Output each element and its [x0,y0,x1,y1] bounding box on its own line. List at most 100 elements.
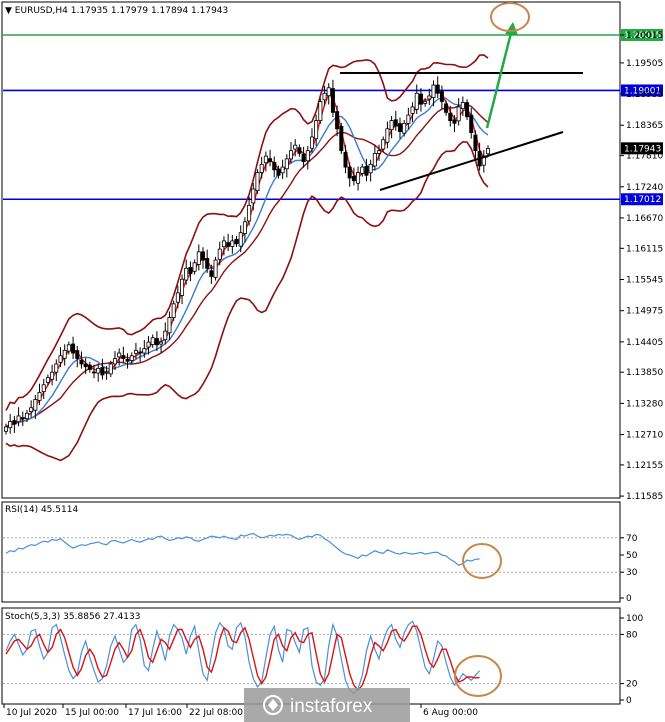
y-tick-label-4: 1.17810 [626,152,663,162]
candle-body [62,349,67,359]
candle-body [41,384,46,393]
candle-body [414,92,419,110]
y-tick-label-3: 1.18365 [626,121,663,131]
y-tick-label-8: 1.15545 [626,275,663,285]
candle-body [138,351,143,354]
candle-body [364,165,369,176]
candle-body [112,358,117,365]
candle-body [33,399,38,411]
candle-body [427,95,432,100]
candle-body [167,317,172,334]
rsi-line [5,532,480,566]
candle-body [435,84,440,94]
candle-body [4,426,9,432]
stoch-tick-label-0: 100 [626,614,643,624]
watermark-text: instaforex [290,696,373,717]
level-tag-label-0: 1.20015 [624,31,661,41]
candle-body [133,349,138,354]
candle-body [242,221,247,234]
candle-body [326,87,331,97]
candle-body [200,251,205,261]
candle-body [159,341,164,345]
candle-body [163,330,168,341]
candle-body [410,106,415,114]
price-panel-frame [1,1,621,499]
symbol-name: EURUSD,H4 [15,6,68,16]
y-tick-label-2: 1.18935 [626,90,663,100]
candle-body [322,92,327,101]
y-tick-label-11: 1.13850 [626,368,663,378]
candle-body [121,355,126,359]
candle-body [330,88,335,113]
candle-body [100,367,105,376]
y-tick-label-0: 1.20015 [626,31,663,41]
candle-body [108,363,113,375]
candle-body [452,119,457,124]
rsi-highlight-circle [462,543,502,579]
candle-body [377,150,382,154]
candle-body [45,377,50,383]
instaforex-logo-icon [263,695,283,715]
bollinger-lower-band [5,140,489,462]
symbol-header: ▼ EURUSD,H4 1.17935 1.17979 1.17894 1.17… [5,6,228,16]
candle-body [251,188,256,204]
y-tick-label-10: 1.14405 [626,338,663,348]
candle-body [188,267,193,275]
rsi-tick-label-3: 0 [626,594,632,604]
candle-body [439,91,444,102]
candle-body [351,175,356,182]
candle-body [16,415,21,423]
watermark: instaforex [244,688,410,722]
rsi-panel-frame [1,501,621,603]
candle-body [444,103,449,113]
candle-body [314,120,319,140]
candle-body [12,420,17,425]
x-tick-label-1: 15 Jul 00:00 [65,708,119,718]
candle-body [360,166,365,174]
candle-body [125,358,130,362]
candle-body [381,139,386,150]
candle-body [289,150,294,160]
candle-body [230,240,235,247]
logo-mark [268,699,278,711]
ascending-trendline[interactable] [379,131,564,191]
candle-body [423,101,428,104]
x-tick-label-3: 22 Jul 08:00 [189,708,243,718]
candle-body [75,350,80,359]
candle-body [83,363,88,368]
candle-body [238,232,243,247]
candle-body [24,412,29,420]
candle-body [37,392,42,401]
candle-body [276,168,281,176]
rsi-tick-label-0: 70 [626,534,638,544]
candle-body [465,102,470,118]
ohlc-values: 1.17935 1.17979 1.17894 1.17943 [71,6,228,16]
candle-body [217,248,222,260]
collapse-triangle-icon[interactable]: ▼ [5,6,15,16]
level-tag-1 [621,84,663,97]
candle-body [184,267,189,281]
candle-body [104,371,109,374]
candle-body [272,162,277,171]
candle-body [473,134,478,152]
candle-body [58,355,63,363]
candle-body [397,123,402,132]
candle-body [305,150,310,162]
candle-body [196,251,201,265]
rsi-tick-label-2: 30 [626,568,638,578]
candle-body [389,120,394,131]
bollinger-upper-band [5,54,489,411]
candle-body [335,111,340,130]
current-price-tag [621,142,663,155]
rsi-title: RSI(14) 45.5114 [5,505,78,515]
candle-body [263,155,268,164]
candle-body [268,158,273,163]
rsi-tick-label-1: 50 [626,551,638,561]
target-circle [490,2,530,32]
candle-body [255,172,260,192]
candle-body [284,158,289,170]
candle-body [406,114,411,124]
candle-body [385,128,390,143]
candle-body [297,147,302,154]
